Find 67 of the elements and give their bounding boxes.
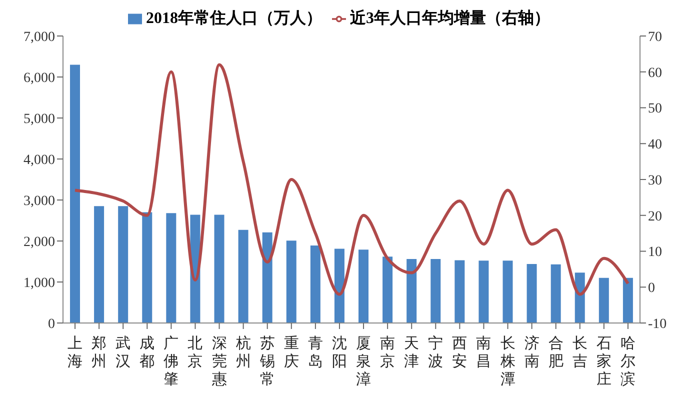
x-tick-label: 南京 (380, 335, 396, 370)
y-tick-label: 3,000 (24, 194, 55, 209)
x-tick-label: 重庆 (284, 335, 299, 370)
y-tick-label: 0 (48, 316, 55, 332)
x-tick-label: 天津 (404, 336, 420, 370)
legend-label: 近3年人口年均增量（右轴） (350, 10, 550, 27)
x-tick-label: 上海 (68, 335, 83, 370)
x-tick-label: 苏锡常 (258, 335, 275, 388)
y2-tick-label: 60 (648, 66, 662, 81)
y2-tick-label: 30 (648, 173, 662, 188)
bar (598, 278, 609, 323)
bar (214, 214, 224, 323)
bar (406, 259, 417, 323)
x-tick-label: 广佛肇 (164, 335, 179, 388)
bar (526, 264, 537, 323)
x-tick-label: 深莞惠 (210, 335, 227, 388)
x-tick-label: 北京 (188, 335, 203, 370)
x-tick-label: 济南 (524, 335, 540, 370)
x-tick-label: 合肥 (548, 335, 564, 370)
legend-label: 2018年常住人口（万人） (146, 10, 322, 27)
bar (478, 260, 489, 323)
x-tick-label: 武汉 (116, 335, 131, 370)
x-tick-label: 长吉 (572, 335, 588, 370)
x-tick-label: 厦泉漳 (356, 336, 372, 388)
bar (430, 259, 441, 323)
x-tick-label: 杭州 (234, 335, 251, 370)
y2-tick-label: 20 (648, 209, 662, 224)
bar (70, 64, 80, 323)
x-tick-label: 南昌 (476, 335, 492, 370)
x-tick-label: 哈尔滨 (620, 335, 636, 388)
bar (622, 278, 633, 323)
x-tick-label: 石家庄 (596, 336, 612, 388)
y-tick-label: 5,000 (24, 112, 55, 127)
bar (574, 272, 585, 323)
bar (502, 260, 513, 323)
x-tick-label: 郑州 (92, 335, 107, 370)
bar (454, 260, 465, 323)
y-tick-label: 7,000 (24, 30, 55, 45)
bar (262, 232, 272, 323)
x-tick-label: 西安 (452, 336, 468, 370)
y2-tick-label: 10 (648, 245, 662, 260)
x-tick-label: 长株潭 (499, 335, 516, 388)
y2-tick-label: 0 (648, 281, 655, 296)
y2-tick-label: 70 (648, 30, 662, 45)
y2-tick-label: 40 (648, 138, 662, 153)
x-tick-label: 成都 (140, 335, 155, 370)
line-series (74, 63, 630, 296)
bar (550, 264, 561, 323)
y-tick-label: 2,000 (24, 234, 55, 250)
y-tick-label: 6,000 (24, 70, 55, 86)
bar (382, 256, 393, 323)
bar (94, 206, 104, 323)
x-tick-label: 沈阳 (332, 335, 347, 370)
y2-tick-label: -10 (648, 316, 667, 332)
bar (358, 250, 368, 323)
bar (286, 240, 296, 323)
x-tick-label: 宁波 (428, 335, 444, 370)
bar (142, 212, 152, 323)
x-tick-label: 青岛 (308, 335, 323, 370)
bar (334, 248, 344, 323)
bar (118, 206, 128, 323)
bar (310, 246, 320, 323)
bar (238, 230, 248, 323)
y-tick-label: 1,000 (24, 276, 55, 291)
y-tick-label: 4,000 (24, 152, 55, 168)
y2-tick-label: 50 (648, 102, 662, 117)
bar (166, 213, 176, 323)
